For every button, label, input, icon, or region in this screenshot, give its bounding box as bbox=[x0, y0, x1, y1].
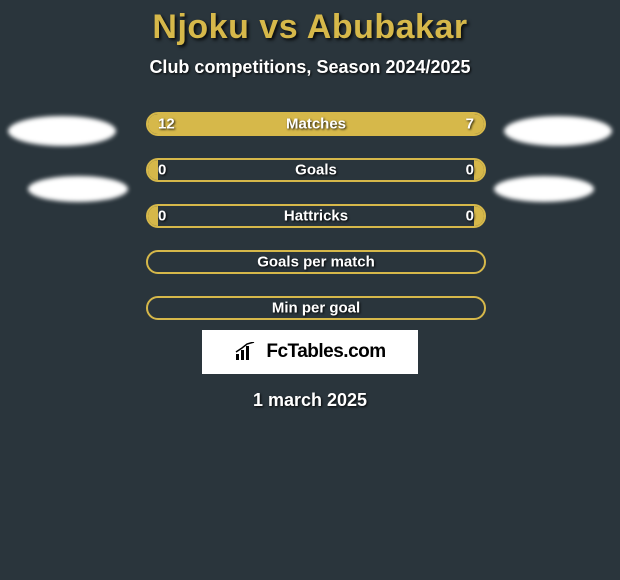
bar-label: Min per goal bbox=[272, 300, 360, 317]
decor-right bbox=[504, 112, 612, 202]
stat-bar-goals-per-match: Goals per match bbox=[146, 250, 486, 274]
bar-value-right: 0 bbox=[466, 162, 474, 179]
logo-text: FcTables.com bbox=[266, 341, 385, 363]
decor-ellipse bbox=[494, 176, 594, 202]
bar-value-right: 7 bbox=[466, 116, 474, 133]
bar-fill-right bbox=[474, 206, 484, 226]
bar-value-left: 0 bbox=[158, 208, 166, 225]
stat-bar-min-per-goal: Min per goal bbox=[146, 296, 486, 320]
bar-label: Matches bbox=[286, 116, 346, 133]
logo-inner: FcTables.com bbox=[234, 341, 385, 363]
decor-ellipse bbox=[28, 176, 128, 202]
page-title: Njoku vs Abubakar bbox=[152, 8, 467, 47]
bar-fill-left bbox=[148, 160, 158, 180]
bar-value-right: 0 bbox=[466, 208, 474, 225]
page-subtitle: Club competitions, Season 2024/2025 bbox=[149, 57, 470, 78]
comparison-card: Njoku vs Abubakar Club competitions, Sea… bbox=[0, 0, 620, 411]
stat-bars: 12 Matches 7 0 Goals 0 0 Hattricks 0 bbox=[146, 112, 486, 320]
date-label: 1 march 2025 bbox=[253, 390, 367, 411]
decor-ellipse bbox=[504, 116, 612, 146]
bar-label: Hattricks bbox=[284, 208, 348, 225]
decor-ellipse bbox=[8, 116, 116, 146]
bar-value-left: 12 bbox=[158, 116, 175, 133]
bar-fill-right bbox=[353, 114, 484, 134]
bar-fill-left bbox=[148, 206, 158, 226]
stat-bar-matches: 12 Matches 7 bbox=[146, 112, 486, 136]
chart-icon bbox=[234, 342, 260, 362]
stat-bar-hattricks: 0 Hattricks 0 bbox=[146, 204, 486, 228]
bar-label: Goals bbox=[295, 162, 337, 179]
bar-value-left: 0 bbox=[158, 162, 166, 179]
bar-label: Goals per match bbox=[257, 254, 375, 271]
bar-fill-right bbox=[474, 160, 484, 180]
decor-left bbox=[8, 112, 128, 202]
stat-bar-goals: 0 Goals 0 bbox=[146, 158, 486, 182]
source-logo: FcTables.com bbox=[202, 330, 418, 374]
main-row: 12 Matches 7 0 Goals 0 0 Hattricks 0 bbox=[0, 112, 620, 320]
